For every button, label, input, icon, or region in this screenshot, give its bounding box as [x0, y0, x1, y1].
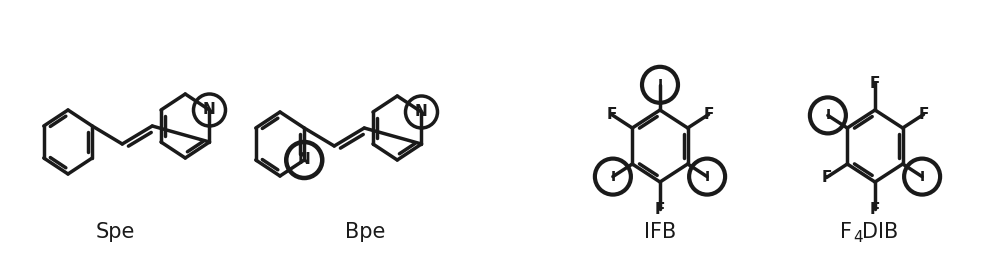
Text: I: I — [705, 170, 710, 184]
Text: F: F — [870, 201, 880, 216]
Text: I: I — [920, 170, 925, 184]
Text: I: I — [825, 108, 830, 122]
Text: I: I — [657, 78, 663, 92]
Text: F: F — [821, 170, 832, 185]
Text: IFB: IFB — [644, 222, 676, 242]
Text: F: F — [918, 107, 929, 122]
Text: Spe: Spe — [95, 222, 135, 242]
Text: Bpe: Bpe — [345, 222, 385, 242]
Text: N: N — [298, 152, 311, 167]
Text: F: F — [870, 75, 880, 90]
Text: F: F — [703, 107, 714, 122]
Text: N: N — [203, 103, 216, 118]
Text: F: F — [840, 222, 852, 242]
Text: DIB: DIB — [862, 222, 898, 242]
Text: I: I — [610, 170, 615, 184]
Text: 4: 4 — [853, 230, 863, 245]
Text: N: N — [415, 104, 428, 119]
Text: F: F — [655, 201, 665, 216]
Text: F: F — [606, 107, 617, 122]
